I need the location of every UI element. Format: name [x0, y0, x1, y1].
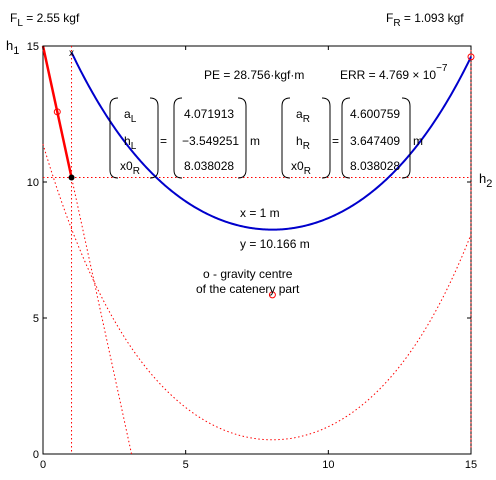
- h1-label: h1: [6, 38, 19, 57]
- catenary-curve: [70, 51, 472, 231]
- left-name-aL: aL: [124, 107, 137, 125]
- right-value-aR: 4.600759: [350, 107, 400, 121]
- junction-point: [68, 174, 75, 181]
- left-name-x0R: x0R: [120, 159, 140, 177]
- left-name-hL: hL: [124, 134, 137, 152]
- markers: [53, 53, 475, 299]
- gravity-centre-note-line2: of the catenery part: [196, 282, 300, 296]
- left-force-label: FL = 2.55 kgf: [10, 11, 80, 29]
- x-tick-label-0: 0: [40, 459, 46, 471]
- left-rope-segment: [41, 45, 73, 178]
- x-value-readout: x = 1 m: [240, 206, 280, 220]
- left-equals: =: [160, 134, 167, 148]
- plot-frame: [42, 45, 472, 455]
- right-value-x0R: 8.038028: [350, 159, 400, 173]
- x-tick-label-3: 15: [465, 459, 477, 471]
- left-unit: m: [250, 134, 260, 148]
- reference-lines: [42, 45, 472, 455]
- right-end-marker: [467, 53, 475, 61]
- x-tick-label-1: 5: [183, 459, 189, 471]
- left-value-hL: −3.549251: [182, 134, 239, 148]
- x-tick-label-2: 10: [322, 459, 334, 471]
- right-parameter-matrix: aR hR x0R = 4.600759 3.647409 8.038028 m: [281, 97, 423, 179]
- gravity-centre-marker-0: [53, 108, 61, 116]
- h2-label: h2: [479, 171, 492, 190]
- y-tick-label-2: 10: [27, 177, 39, 189]
- y-tick-label-1: 5: [33, 313, 39, 325]
- ticks: 0 5 10 15 0 5 10 15: [27, 41, 477, 471]
- left-tangent-line: [42, 45, 133, 455]
- right-value-hR: 3.647409: [350, 134, 400, 148]
- potential-energy-label: PE = 28.756·kgf·m: [204, 68, 304, 82]
- left-value-x0R: 8.038028: [184, 159, 234, 173]
- y-tick-label-0: 0: [33, 449, 39, 461]
- left-value-aL: 4.071913: [184, 107, 234, 121]
- right-force-label: FR = 1.093 kgf: [386, 11, 464, 29]
- right-name-x0R: x0R: [291, 159, 311, 177]
- right-name-aR: aR: [296, 107, 310, 125]
- right-unit: m: [413, 134, 423, 148]
- curves: [41, 45, 472, 231]
- gravity-centre-note-line1: o - gravity centre: [203, 267, 293, 281]
- left-parameter-matrix: aL hL x0R = 4.071913 −3.549251 8.038028 …: [109, 97, 260, 179]
- gravity-centre-marker-1: [268, 291, 276, 299]
- right-name-hR: hR: [296, 134, 310, 152]
- y-tick-label-3: 15: [27, 41, 39, 53]
- right-equals: =: [332, 134, 339, 148]
- x-position-label: x: [69, 48, 74, 59]
- y-value-readout: y = 10.166 m: [240, 237, 310, 251]
- error-label: ERR = 4.769 × 10−7: [340, 63, 448, 82]
